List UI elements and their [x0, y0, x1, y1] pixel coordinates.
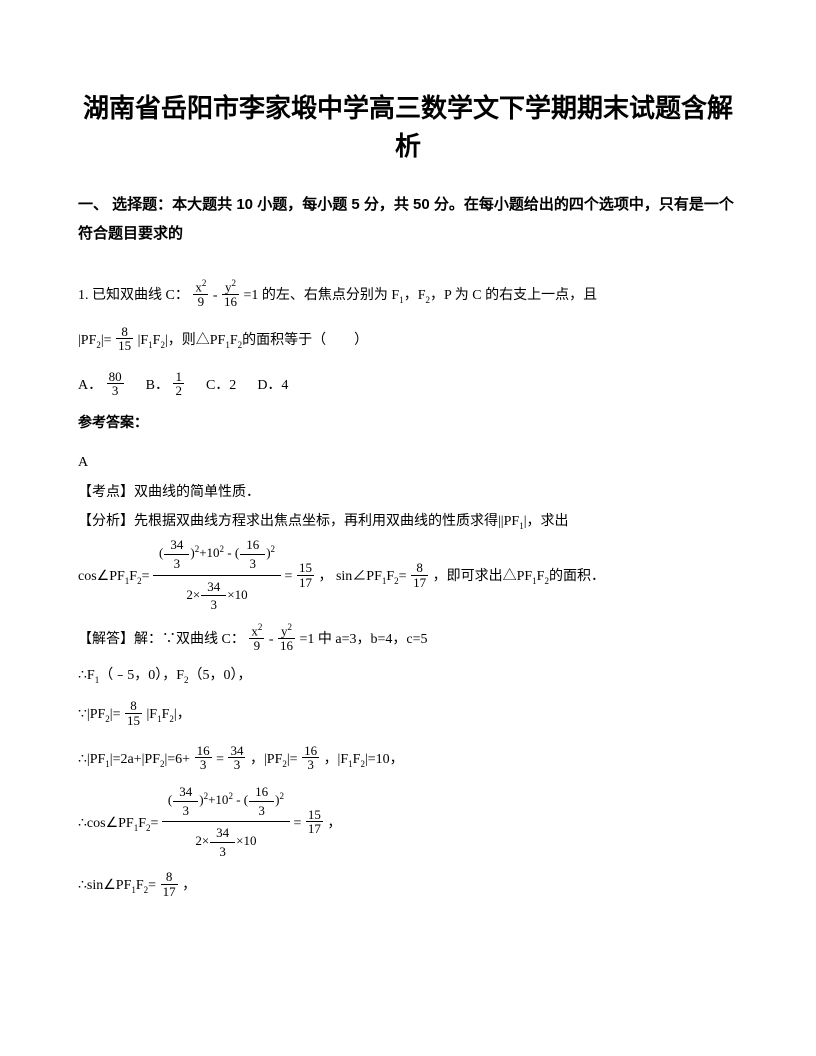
big-frac-cos: (343)2+102 - (163)2 2×343×10 [153, 534, 281, 616]
minus: - [213, 288, 221, 303]
frac-15-17: 1517 [296, 561, 315, 589]
jieda-f-coords: ∴F1（﹣5，0），F2（5，0）， [78, 663, 738, 690]
frac-8-17: 817 [410, 561, 429, 589]
optA-frac: 80 3 [106, 370, 125, 398]
answer: A [78, 448, 738, 477]
frac-8-15: 8 15 [115, 325, 134, 353]
kaodian: 【考点】双曲线的简单性质． [78, 478, 738, 507]
doc-title: 湖南省岳阳市李家塅中学高三数学文下学期期末试题含解析 [78, 90, 738, 165]
jieda-line1: 【解答】解：∵双曲线 C： x2 9 - y2 16 =1 中 a=3，b=4，… [78, 618, 738, 663]
text: 1. 已知双曲线 C： [78, 288, 189, 303]
optB-frac: 1 2 [172, 370, 185, 398]
q1-options: A． 80 3 B． 1 2 C．2 D．4 [78, 364, 738, 409]
q1-stem-line2: |PF2|= 8 15 |F1F2|，则△PF1F2的面积等于（ ） [78, 319, 738, 364]
frac-x2-9: x2 9 [192, 279, 209, 309]
answer-label: 参考答案： [78, 409, 738, 438]
jieda-because: ∵|PF2|= 815 |F1F2|， [78, 693, 738, 738]
frac-y2-16: y2 16 [221, 279, 240, 309]
fenxi-line1: 【分析】先根据双曲线方程求出焦点坐标，再利用双曲线的性质求得||PF1|，求出 [78, 507, 738, 536]
section-header: 一、 选择题：本大题共 10 小题，每小题 5 分，共 50 分。在每小题给出的… [78, 191, 738, 248]
text: =1 的左、右焦点分别为 F [244, 288, 400, 303]
page: 湖南省岳阳市李家塅中学高三数学文下学期期末试题含解析 一、 选择题：本大题共 1… [0, 0, 816, 949]
jieda-therefore1: ∴|PF1|=2a+|PF2|=6+ 163 = 343 ，|PF2|= 163… [78, 738, 738, 783]
q1-stem-line1: 1. 已知双曲线 C： x2 9 - y2 16 =1 的左、右焦点分别为 F1… [78, 274, 738, 319]
big-frac-cos-2: (343)2+102 - (163)2 2×343×10 [162, 781, 290, 863]
jieda-therefore-sin: ∴sin∠PF1F2= 817 ， [78, 864, 738, 909]
fenxi-cos-line: cos∠PF1F2= (343)2+102 - (163)2 2×343×10 … [78, 536, 738, 618]
jieda-therefore-cos: ∴cos∠PF1F2= (343)2+102 - (163)2 2×343×10… [78, 783, 738, 865]
